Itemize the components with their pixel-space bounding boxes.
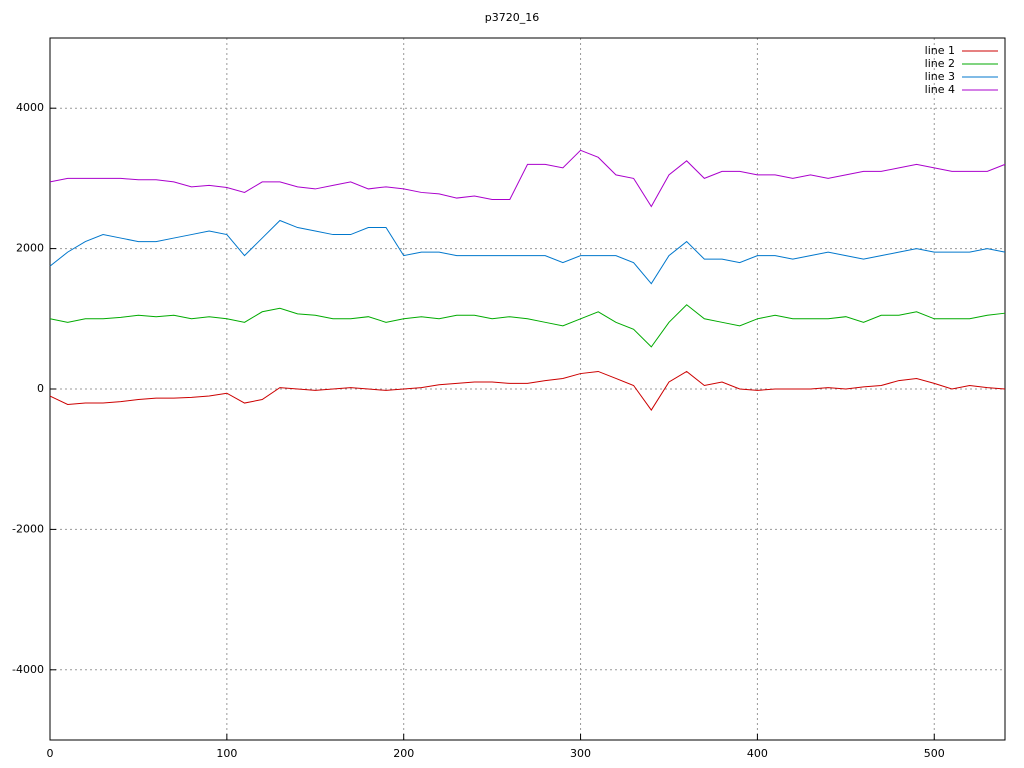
x-tick-label: 0: [47, 747, 54, 760]
legend-label: line 2: [925, 57, 955, 70]
chart-title: p3720_16: [485, 11, 539, 24]
x-tick-label: 500: [924, 747, 945, 760]
x-tick-label: 200: [393, 747, 414, 760]
x-tick-label: 300: [570, 747, 591, 760]
data-line: [49, 149, 1006, 208]
y-tick-label: 0: [37, 382, 44, 395]
data-line: [49, 304, 1006, 348]
y-tick-label: 2000: [16, 242, 44, 255]
x-tick-label: 400: [747, 747, 768, 760]
data-line: [49, 370, 1006, 411]
legend-label: line 4: [925, 83, 955, 96]
legend-label: line 1: [925, 44, 955, 57]
y-tick-label: -4000: [12, 663, 44, 676]
y-tick-label: 4000: [16, 101, 44, 114]
y-tick-label: -2000: [12, 522, 44, 535]
data-line: [49, 219, 1006, 285]
legend-label: line 3: [925, 70, 955, 83]
x-tick-label: 100: [216, 747, 237, 760]
